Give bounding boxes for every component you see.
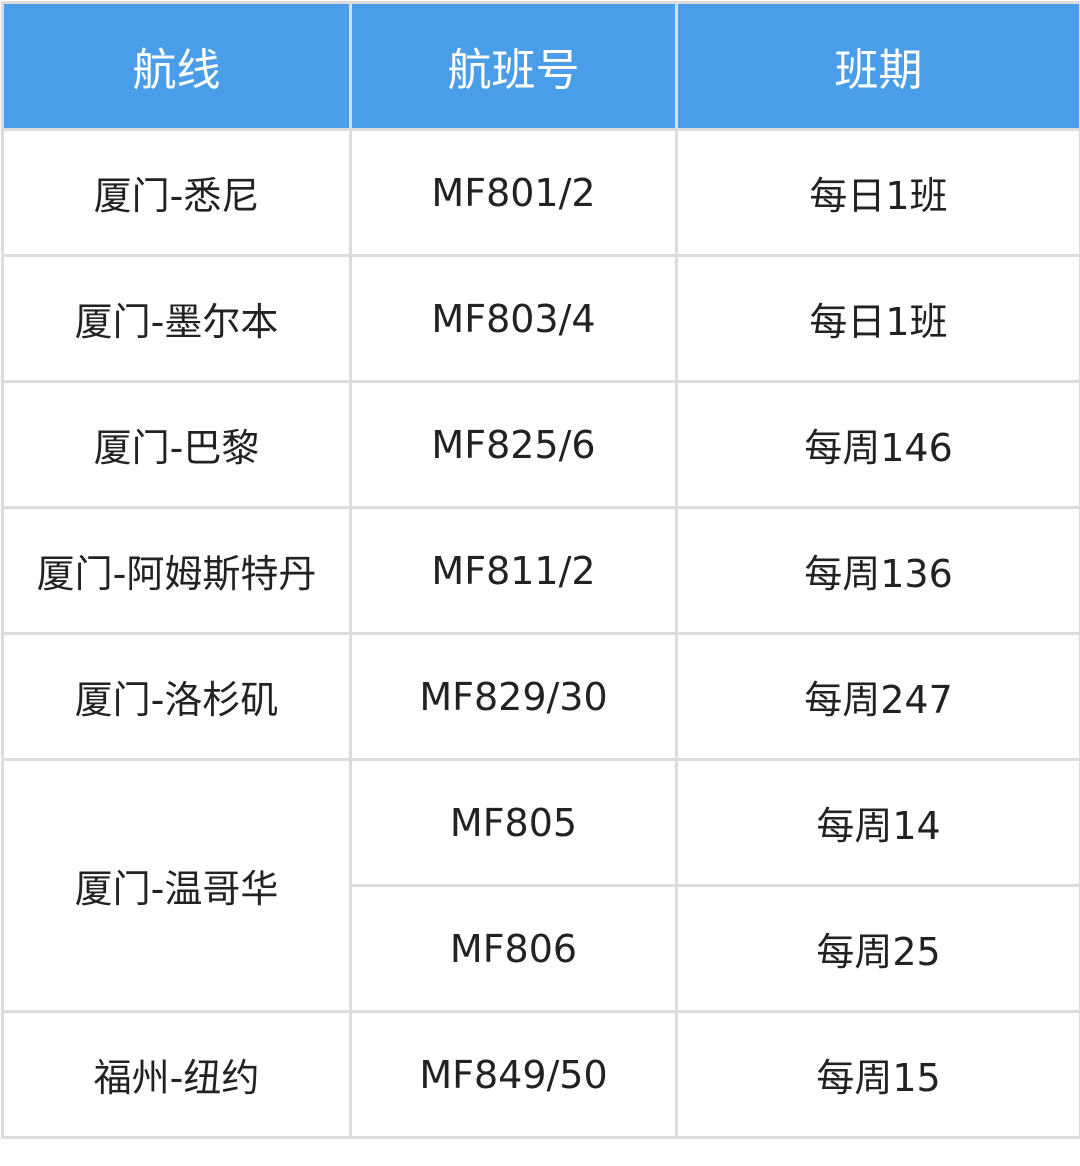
- header-flight: 航班号: [349, 1, 678, 131]
- table-row: MF806 每周25: [3, 884, 1080, 1013]
- flight-schedule-table: 航线 航班号 班期 厦门-悉尼 MF801/2 每日1班 厦门-墨尔本 MF80…: [1, 1, 1080, 1139]
- table-row: 厦门-巴黎 MF825/6 每周146: [1, 380, 1080, 509]
- flight-cell: MF825/6: [349, 380, 678, 509]
- header-route: 航线: [1, 1, 352, 131]
- route-cell: 厦门-墨尔本: [1, 254, 352, 383]
- schedule-cell: 每周15: [675, 1010, 1080, 1139]
- route-cell: 厦门-阿姆斯特丹: [1, 506, 352, 635]
- table-row: 福州-纽约 MF849/50 每周15: [1, 1010, 1080, 1139]
- table-row: 厦门-墨尔本 MF803/4 每日1班: [1, 254, 1080, 383]
- schedule-cell: 每周136: [675, 506, 1080, 635]
- table-row: 厦门-温哥华 MF805 每周14: [1, 758, 1080, 1013]
- route-cell: 福州-纽约: [1, 1010, 352, 1139]
- flight-cell: MF801/2: [349, 128, 678, 257]
- flight-cell: MF829/30: [349, 632, 678, 761]
- route-cell: 厦门-洛杉矶: [1, 632, 352, 761]
- schedule-cell: 每周14: [675, 758, 1080, 887]
- flight-cell: MF806: [349, 884, 678, 1013]
- schedule-cell: 每周247: [675, 632, 1080, 761]
- schedule-cell: 每周146: [675, 380, 1080, 509]
- route-cell: 厦门-温哥华: [1, 758, 352, 1013]
- schedule-cell: 每日1班: [675, 128, 1080, 257]
- route-cell: 厦门-悉尼: [1, 128, 352, 257]
- table-row: 厦门-阿姆斯特丹 MF811/2 每周136: [1, 506, 1080, 635]
- table-row: 厦门-洛杉矶 MF829/30 每周247: [1, 632, 1080, 761]
- flight-cell: MF803/4: [349, 254, 678, 383]
- flight-cell: MF805: [349, 758, 678, 887]
- schedule-cell: 每周25: [675, 884, 1080, 1013]
- header-schedule: 班期: [675, 1, 1080, 131]
- schedule-cell: 每日1班: [675, 254, 1080, 383]
- route-cell: 厦门-巴黎: [1, 380, 352, 509]
- header-row: 航线 航班号 班期: [1, 1, 1080, 131]
- flight-cell: MF849/50: [349, 1010, 678, 1139]
- table-row: 厦门-悉尼 MF801/2 每日1班: [1, 128, 1080, 257]
- flight-cell: MF811/2: [349, 506, 678, 635]
